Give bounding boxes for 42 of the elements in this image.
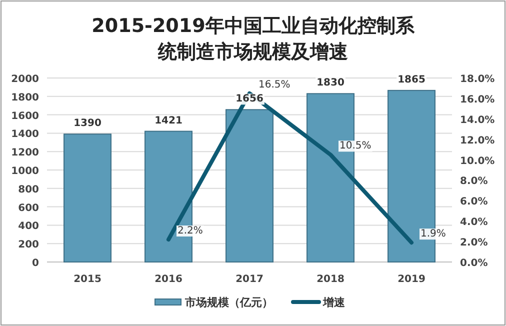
y2-tick-label: 14.0% — [460, 114, 495, 126]
x-tick-label: 2017 — [236, 274, 264, 285]
data-label: 1656 — [236, 94, 264, 105]
y2-tick-label: 12.0% — [460, 135, 495, 146]
y2-tick-label: 10.0% — [460, 156, 495, 167]
y-tick-label: 1400 — [11, 129, 40, 140]
y-tick-label: 1800 — [11, 92, 40, 104]
legend-label: 市场规模（亿元） — [184, 296, 273, 309]
y2-tick-label: 8.0% — [460, 176, 488, 188]
y-tick-label: 0 — [32, 258, 40, 269]
legend-line: 增速 — [291, 296, 345, 309]
x-tick-label: 2015 — [74, 274, 102, 285]
x-tick-label: 2019 — [398, 274, 426, 285]
y-tick-label: 1600 — [11, 110, 40, 122]
y-tick-label: 2000 — [11, 74, 40, 85]
data-label: 16.5% — [258, 79, 290, 90]
y-tick-label: 1000 — [11, 166, 40, 177]
data-label: 1421 — [154, 115, 182, 126]
data-label: 10.5% — [340, 140, 372, 152]
y-tick-label: 200 — [18, 240, 40, 251]
y2-tick-label: 18.0% — [460, 74, 495, 85]
y-tick-label: 400 — [18, 221, 40, 232]
y-tick-label: 1200 — [11, 148, 40, 159]
y2-tick-label: 2.0% — [460, 238, 488, 249]
y-tick-label: 600 — [18, 202, 40, 214]
data-label: 2.2% — [178, 226, 203, 237]
x-tick-label: 2016 — [154, 274, 182, 285]
y2-tick-label: 0.0% — [460, 258, 488, 269]
legend-label: 增速 — [322, 296, 346, 309]
data-label: 1830 — [316, 78, 344, 89]
y2-tick-label: 6.0% — [460, 196, 488, 208]
y-tick-label: 800 — [18, 184, 40, 196]
data-label: 1.9% — [420, 228, 446, 240]
y2-tick-label: 16.0% — [460, 94, 495, 106]
y2-tick-label: 4.0% — [460, 217, 488, 228]
data-label: 1390 — [74, 118, 102, 130]
data-label: 1865 — [398, 74, 426, 86]
x-tick-label: 2018 — [316, 274, 344, 285]
chart-title: 2015-2019年中国工业自动化控制系统制造市场规模及增速 — [92, 15, 416, 63]
bar — [226, 109, 274, 262]
legend-bar: 市场规模（亿元） — [154, 296, 273, 309]
bar — [64, 134, 112, 262]
